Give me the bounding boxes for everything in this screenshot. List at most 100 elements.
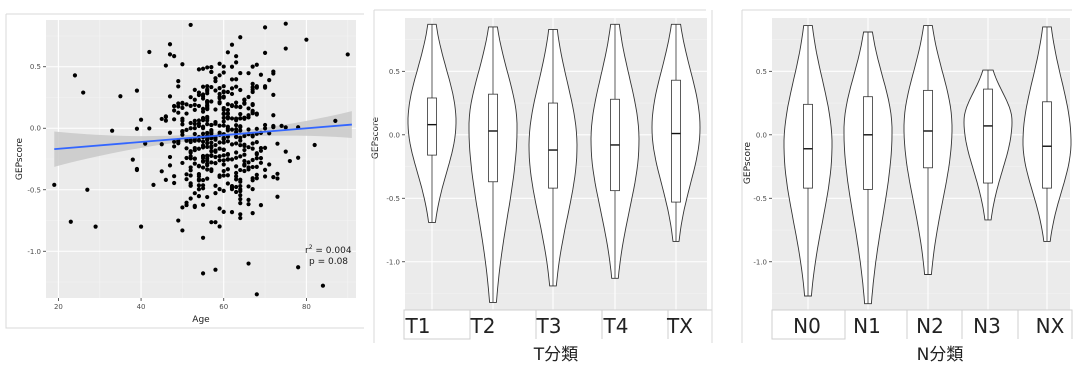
scatter-point: [267, 78, 271, 82]
scatter-point: [197, 67, 201, 71]
scatter-point: [218, 62, 222, 66]
scatter-point: [271, 175, 275, 179]
scatter-point: [184, 139, 188, 143]
y-tick-label: 0.5: [389, 68, 400, 76]
scatter-point: [197, 138, 201, 142]
scatter-point: [234, 156, 238, 160]
scatter-point: [271, 125, 275, 129]
scatter-point: [251, 211, 255, 215]
scatter-point: [263, 146, 267, 150]
scatter-point: [201, 165, 205, 169]
n-y-ticks: 0.50.0-0.5-1.0: [753, 68, 772, 266]
scatter-point: [172, 140, 176, 144]
scatter-point: [242, 98, 246, 102]
scatter-point: [255, 84, 259, 88]
scatter-point: [271, 93, 275, 97]
scatter-point: [242, 143, 246, 147]
scatter-point: [234, 190, 238, 194]
scatter-point: [246, 184, 250, 188]
scatter-point: [251, 158, 255, 162]
scatter-point: [201, 183, 205, 187]
scatter-point: [151, 183, 155, 187]
scatter-point: [218, 224, 222, 228]
scatter-point: [197, 174, 201, 178]
scatter-x-tick-label: 20: [54, 303, 63, 311]
scatter-point: [263, 25, 267, 29]
scatter-point: [255, 165, 259, 169]
scatter-point: [246, 261, 250, 265]
scatter-point: [238, 201, 242, 205]
scatter-point: [234, 135, 238, 139]
scatter-point: [222, 95, 226, 99]
scatter-point: [168, 131, 172, 135]
t-y-axis-title: GEPscore: [371, 116, 381, 159]
scatter-point: [139, 225, 143, 229]
scatter-point: [213, 148, 217, 152]
scatter-point: [263, 123, 267, 127]
scatter-point: [193, 108, 197, 112]
scatter-point: [201, 203, 205, 207]
scatter-point: [189, 173, 193, 177]
scatter-point: [147, 126, 151, 130]
scatter-point: [230, 128, 234, 132]
scatter-point: [197, 118, 201, 122]
scatter-point: [238, 212, 242, 216]
scatter-point: [230, 86, 234, 90]
scatter-point: [284, 125, 288, 129]
scatter-point: [209, 160, 213, 164]
scatter-point: [218, 147, 222, 151]
scatter-point: [222, 84, 226, 88]
category-label-N3: N3: [973, 314, 1001, 338]
category-label-N2: N2: [916, 314, 944, 338]
scatter-point: [226, 50, 230, 54]
scatter-point: [193, 204, 197, 208]
scatter-point: [280, 124, 284, 128]
scatter-point: [213, 122, 217, 126]
scatter-point: [259, 156, 263, 160]
scatter-point: [164, 119, 168, 123]
y-tick-label: -1.0: [753, 258, 767, 266]
scatter-point: [168, 163, 172, 167]
scatter-point: [271, 71, 275, 75]
scatter-point: [275, 176, 279, 180]
scatter-point: [184, 128, 188, 132]
scatter-point: [222, 153, 226, 157]
scatter-point: [81, 90, 85, 94]
scatter-point: [234, 101, 238, 105]
scatter-x-tick-label: 60: [219, 303, 228, 311]
scatter-point: [313, 143, 317, 147]
scatter-point: [218, 124, 222, 128]
scatter-point: [321, 284, 325, 288]
scatter-point: [222, 112, 226, 116]
scatter-point: [275, 172, 279, 176]
scatter-point: [189, 95, 193, 99]
scatter-point: [222, 162, 226, 166]
scatter-point: [222, 189, 226, 193]
category-label-T2: T2: [470, 314, 496, 338]
scatter-point: [201, 67, 205, 71]
scatter-point: [234, 185, 238, 189]
scatter-point: [230, 92, 234, 96]
scatter-point: [135, 89, 139, 93]
scatter-point: [251, 109, 255, 113]
scatter-point: [226, 152, 230, 156]
scatter-point: [193, 103, 197, 107]
scatter-point: [238, 116, 242, 120]
scatter-point: [209, 99, 213, 103]
scatter-point: [234, 164, 238, 168]
scatter-point: [197, 147, 201, 151]
scatter-point: [226, 167, 230, 171]
category-label-N0: N0: [793, 314, 821, 338]
scatter-point: [246, 106, 250, 110]
scatter-point: [251, 134, 255, 138]
n-violin-panel: 0.5 0.0 -0.5 -1.0 GEPscore N0 N1 N2 N3 NX N分類: [742, 10, 1072, 365]
scatter-point: [118, 94, 122, 98]
scatter-point: [251, 141, 255, 145]
scatter-point: [205, 141, 209, 145]
r-squared-annotation: r2 = 0.004: [305, 244, 352, 256]
scatter-point: [131, 158, 135, 162]
scatter-point: [230, 142, 234, 146]
scatter-point: [238, 216, 242, 220]
scatter-point: [259, 149, 263, 153]
scatter-point: [234, 123, 238, 127]
